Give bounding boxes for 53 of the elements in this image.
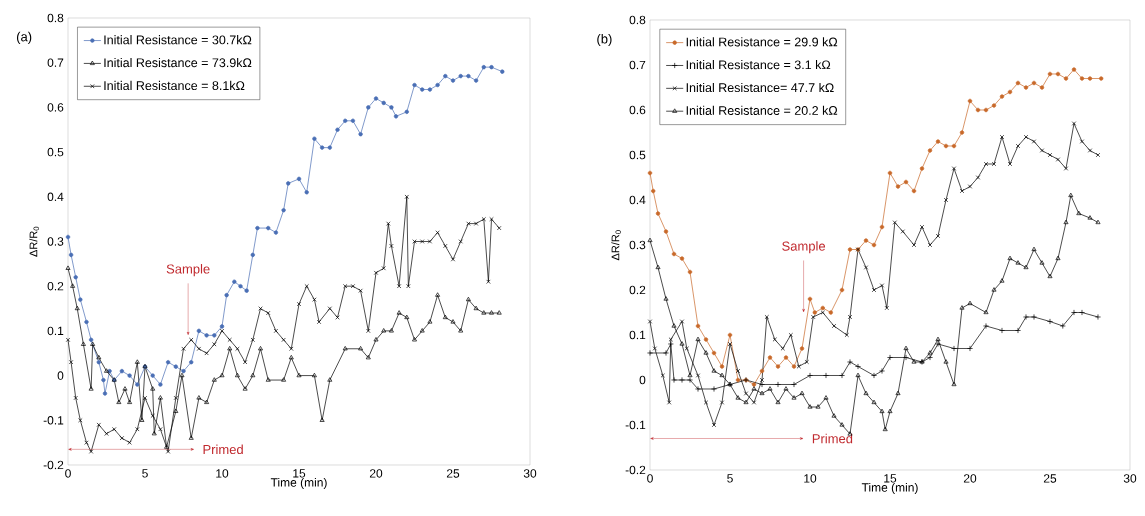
y-axis-title: ΔR/R$_{0}$ [29,226,39,257]
x-tick-label: 25 [446,469,460,478]
x-tick-label: 10 [216,469,229,478]
y-tick-label: 0 [57,371,64,380]
y-tick-label: 0.5 [629,150,646,160]
legend-label: Initial Resistance = 29.9 kΩ [686,37,838,47]
y-tick-label: 0.2 [629,285,646,295]
y-tick-label: 0.8 [47,13,64,23]
x-tick-label: 20 [963,474,977,483]
y-tick-label: 0 [639,375,646,385]
legend-label: Initial Resistance = 20.2 kΩ [686,105,838,115]
y-tick-label: 0.7 [47,58,64,67]
x-tick-label: 15 [293,469,306,478]
legend-label: Initial Resistance = 73.9kΩ [104,57,252,68]
text: (b) [597,33,612,47]
y-axis-title: ΔR/R$_{0}$ [611,230,621,261]
annotation: Primed [812,433,853,444]
x-tick-label: 15 [884,474,897,483]
x-tick-label: 0 [647,474,653,483]
y-tick-label: 0.1 [629,330,646,340]
x-tick-label: 10 [804,474,817,483]
x-axis-title: Time (min) [861,482,918,495]
legend-label: Initial Resistance = 8.1kΩ [104,80,245,91]
annotation: Primed [203,444,243,455]
y-tick-label: 0.1 [47,326,64,336]
x-tick-label: 30 [523,469,537,478]
x-tick-label: 0 [65,469,71,478]
text: (a) [16,31,32,44]
y-tick-label: 0.3 [629,240,646,250]
x-tick-label: 25 [1043,474,1057,483]
y-tick-label: 0.8 [629,15,646,25]
y-tick-label: -0.1 [625,420,646,430]
x-tick-label: 20 [369,469,383,478]
y-tick-label: -0.2 [43,460,64,470]
legend-label: Initial Resistance= 47.7 kΩ [686,82,834,93]
x-axis-title: Time (min) [270,477,327,490]
y-tick-label: 0.2 [47,281,64,291]
annotation: Sample [166,264,210,277]
y-tick-label: 0.4 [629,195,646,205]
y-tick-label: 0.6 [629,105,646,115]
x-tick-label: 5 [727,474,733,483]
y-tick-label: -0.1 [43,416,64,425]
y-tick-label: 0.7 [629,60,646,70]
annotation: Sample [782,241,826,254]
y-tick-label: 0.4 [47,192,64,202]
y-tick-label: 0.6 [47,103,64,112]
y-tick-label: -0.2 [625,465,646,475]
x-tick-label: 30 [1123,474,1137,483]
y-tick-label: 0.5 [47,147,64,157]
x-tick-label: 5 [142,469,148,478]
legend-label: Initial Resistance = 3.1 kΩ [686,60,831,70]
y-tick-label: 0.3 [47,237,64,246]
legend-label: Initial Resistance = 30.7kΩ [104,35,252,45]
